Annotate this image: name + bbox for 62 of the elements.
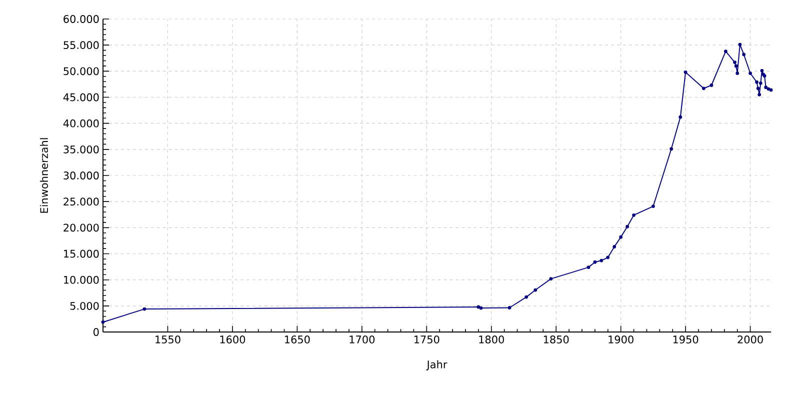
y-tick-label: 10.000	[64, 276, 99, 284]
point	[619, 235, 623, 239]
point	[586, 266, 590, 270]
y-tick-label: 25.000	[64, 198, 99, 206]
y-tick-label: 35.000	[64, 145, 99, 154]
point	[670, 147, 674, 151]
point	[508, 306, 512, 310]
point	[756, 86, 760, 90]
point	[479, 306, 483, 310]
point	[760, 68, 764, 72]
point	[742, 52, 746, 56]
x-axis-title: Jahr	[426, 360, 448, 370]
x-tick-label: 1750	[414, 336, 440, 344]
x-tick-label: 1700	[350, 336, 375, 344]
point	[678, 115, 682, 119]
x-tick-label: 1650	[285, 336, 310, 344]
y-tick-label: 40.000	[63, 119, 99, 128]
point	[702, 86, 706, 90]
point	[710, 84, 714, 87]
point	[769, 88, 773, 92]
point	[600, 258, 604, 262]
y-tick-label: 45.000	[63, 93, 99, 102]
x-tick-label: 2000	[738, 336, 763, 344]
point	[758, 81, 762, 85]
x-tick-label: 1550	[156, 336, 180, 344]
point	[684, 70, 688, 74]
point	[524, 295, 528, 299]
point	[738, 42, 742, 46]
x-tick-label: 1950	[673, 336, 698, 344]
point	[606, 256, 610, 260]
point	[755, 80, 758, 84]
y-tick-label: 15.000	[64, 250, 99, 258]
point	[612, 245, 616, 248]
y-axis-title: Einwohnerzahl	[40, 138, 48, 213]
point	[748, 72, 752, 75]
y-tick-label: 50.000	[64, 67, 99, 76]
point	[736, 72, 740, 75]
point	[632, 213, 636, 217]
y-tick-label: 5.000	[70, 302, 99, 310]
x-tick-label: 1850	[544, 336, 569, 344]
point	[764, 86, 768, 90]
point	[758, 92, 762, 96]
y-tick-label: 30.000	[64, 172, 99, 180]
point	[549, 277, 553, 280]
y-tick-label: 60.000	[64, 15, 99, 23]
point	[476, 305, 480, 309]
y-tick-label: 0	[94, 328, 99, 336]
y-tick-label: 55.000	[64, 41, 99, 50]
x-tick-label: 1900	[608, 336, 634, 344]
point	[593, 260, 597, 264]
point	[101, 320, 105, 324]
x-tick-label: 1600	[220, 336, 246, 344]
point	[534, 288, 538, 292]
x-tick-label: 1800	[479, 336, 504, 344]
point	[766, 87, 770, 91]
y-tick-label: 20.000	[64, 224, 99, 232]
point	[142, 307, 146, 311]
point	[734, 64, 738, 68]
point	[724, 50, 728, 54]
point	[733, 60, 736, 64]
point	[652, 204, 655, 208]
point	[626, 224, 630, 228]
